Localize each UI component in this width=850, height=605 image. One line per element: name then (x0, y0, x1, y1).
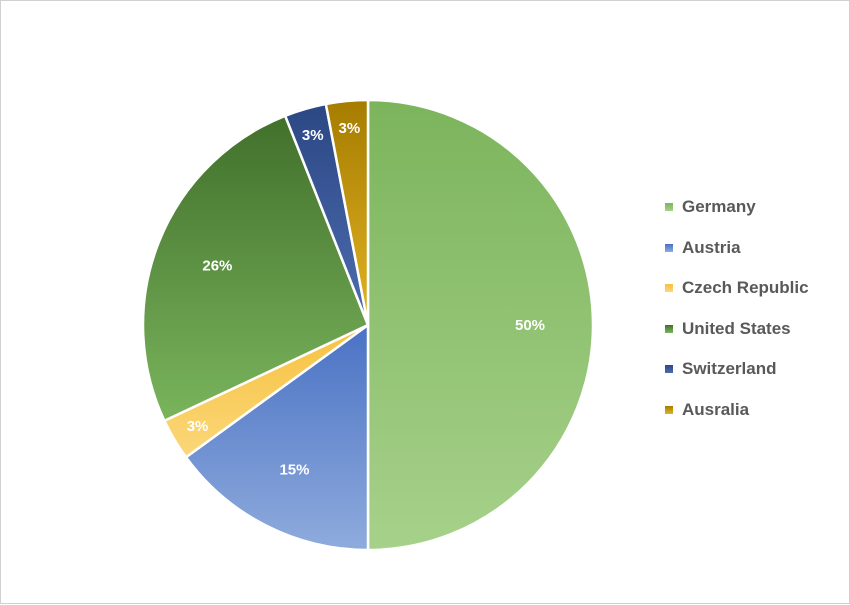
legend-item-united-states: United States (665, 309, 809, 350)
legend-item-ausralia: Ausralia (665, 390, 809, 431)
legend-swatch (665, 405, 673, 414)
legend-swatch (665, 324, 673, 333)
legend-label: Ausralia (682, 399, 750, 419)
pie-slice-united-states (141, 114, 370, 423)
data-label-germany: 50% (515, 317, 545, 334)
legend-label: United States (682, 318, 791, 338)
data-label-ausralia: 3% (339, 120, 361, 137)
legend-item-czech-republic: Czech Republic (665, 268, 809, 309)
legend-label: Germany (682, 197, 756, 217)
pie-slice-germany (366, 98, 595, 552)
pie-slice-austria (184, 323, 370, 552)
legend-swatch (665, 243, 673, 252)
data-label-czech-republic: 3% (187, 418, 209, 435)
data-label-united-states: 26% (202, 257, 232, 274)
legend-item-austria: Austria (665, 228, 809, 269)
legend-item-germany: Germany (665, 187, 809, 228)
legend-swatch (665, 365, 673, 374)
legend-label: Austria (682, 237, 741, 257)
legend-label: Switzerland (682, 359, 777, 379)
data-label-switzerland: 3% (302, 127, 324, 144)
legend-swatch (665, 203, 673, 212)
legend: Germany Austria Czech Republic United State… (665, 187, 809, 430)
legend-item-switzerland: Switzerland (665, 349, 809, 390)
legend-swatch (665, 284, 673, 293)
data-label-austria: 15% (279, 461, 309, 478)
pie-slice-ausralia (324, 98, 370, 327)
legend-label: Czech Republic (682, 278, 809, 298)
